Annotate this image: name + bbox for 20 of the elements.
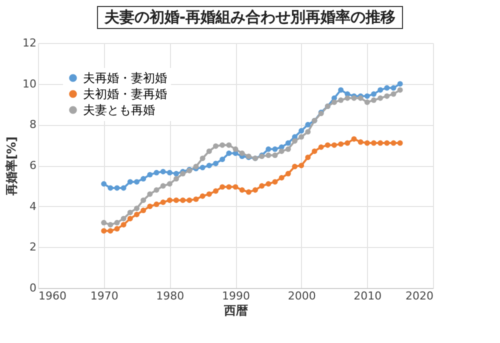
x-axis-title: 西暦 (223, 304, 248, 318)
y-tick-label: 0 (30, 282, 36, 294)
y-tick-label: 2 (30, 240, 36, 254)
x-tick-label: 2010 (354, 290, 382, 302)
legend-label: 夫初婚・妻再婚 (83, 87, 167, 101)
y-tick-label: 10 (22, 77, 36, 90)
x-tick-label: 2020 (406, 290, 434, 302)
x-tick-label: 1980 (156, 290, 184, 302)
x-tick-label: 2000 (288, 290, 316, 302)
x-tick-label: 1990 (222, 290, 250, 302)
y-tick-label: 4 (30, 200, 36, 213)
y-tick-label: 6 (30, 159, 36, 172)
legend-label: 夫妻とも再婚 (83, 103, 155, 117)
y-tick-label: 8 (30, 118, 36, 132)
y-tick-label: 12 (22, 36, 36, 50)
x-tick-label: 1970 (90, 290, 118, 302)
chart-title: 夫妻の初婚-再婚組み合わせ別再婚率の推移 (97, 6, 403, 29)
y-axis-title: 再婚率[%] (4, 136, 19, 196)
x-tick-label: 1960 (38, 290, 66, 302)
legend-label: 夫再婚・妻初婚 (83, 71, 167, 85)
